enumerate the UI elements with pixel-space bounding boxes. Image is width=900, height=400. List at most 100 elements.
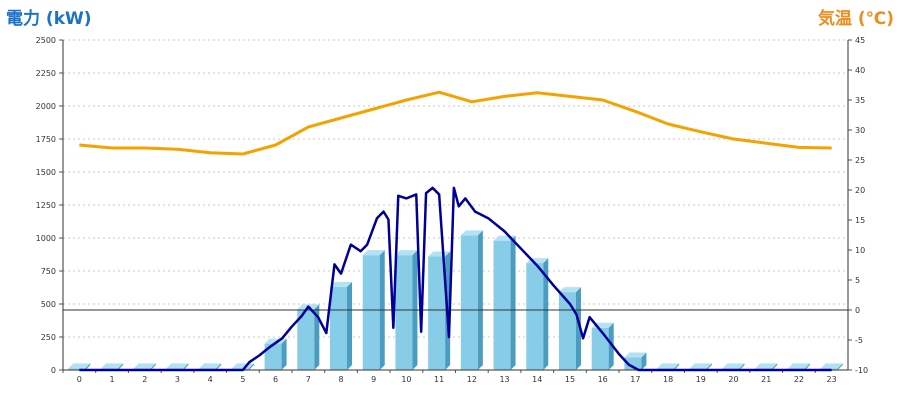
power-bar-side [150, 363, 156, 370]
power-bar-top [428, 251, 451, 257]
right-tick-label: -10 [855, 366, 868, 375]
x-tick-label: 14 [532, 375, 542, 384]
right-tick-label: 35 [855, 96, 865, 105]
x-tick-label: 17 [630, 375, 640, 384]
x-tick-label: 4 [208, 375, 213, 384]
power-bar-top [460, 230, 483, 236]
power-bar-top [395, 250, 418, 256]
x-tick-label: 6 [273, 375, 278, 384]
right-tick-label: 30 [855, 126, 865, 135]
power-bar-side [314, 304, 320, 370]
x-tick-label: 20 [728, 375, 738, 384]
power-bar [68, 368, 86, 370]
power-bar [395, 255, 413, 370]
power-bar-top [101, 363, 124, 369]
x-tick-label: 18 [663, 375, 673, 384]
power-bar-top [657, 363, 680, 369]
power-bar-top [820, 363, 843, 369]
right-tick-label: 10 [855, 246, 865, 255]
power-bar [460, 235, 478, 370]
x-tick-label: 9 [371, 375, 376, 384]
power-bar-top [722, 363, 745, 369]
x-tick-label: 19 [696, 375, 706, 384]
right-tick-label: 20 [855, 186, 865, 195]
power-bar [362, 255, 380, 370]
power-bar-top [133, 363, 156, 369]
left-tick-label: 500 [41, 300, 56, 309]
x-tick-label: 0 [77, 375, 82, 384]
left-tick-label: 250 [41, 333, 56, 342]
power-bar [428, 256, 446, 370]
power-bar [297, 309, 315, 370]
power-bar-top [199, 363, 222, 369]
power-bar-side [85, 363, 91, 370]
power-bar-top [68, 363, 91, 369]
x-tick-label: 7 [306, 375, 311, 384]
x-tick-label: 15 [565, 375, 575, 384]
left-tick-label: 2000 [36, 102, 56, 111]
power-bar-side [347, 281, 353, 370]
power-bar-side [118, 363, 124, 370]
temperature-line [79, 90, 832, 156]
right-tick-label: 25 [855, 156, 865, 165]
power-line [79, 186, 832, 372]
x-tick-label: 23 [827, 375, 837, 384]
right-tick-label: 5 [855, 276, 860, 285]
power-bar-side [804, 363, 810, 370]
power-bar-side [739, 363, 745, 370]
power-bar-top [330, 281, 353, 287]
right-tick-label: 0 [855, 306, 860, 315]
power-bar-side [477, 230, 483, 370]
power-bar [330, 286, 348, 370]
left-tick-label: 750 [41, 267, 56, 276]
left-tick-label: 1000 [36, 234, 56, 243]
power-bar-top [166, 363, 189, 369]
power-bar-side [216, 363, 222, 370]
power-bar-side [248, 363, 254, 370]
left-tick-label: 2500 [36, 36, 56, 45]
right-tick-label: 15 [855, 216, 865, 225]
power-bar [264, 343, 282, 370]
power-bar-side [608, 322, 614, 370]
left-axis-title: 電力 (kW) [6, 9, 92, 29]
power-bar-top [624, 352, 647, 358]
power-bar [493, 240, 511, 370]
power-bar-side [575, 287, 581, 370]
power-bar-side [183, 363, 189, 370]
right-tick-label: 45 [855, 36, 865, 45]
x-tick-label: 5 [240, 375, 245, 384]
power-bar-side [543, 258, 549, 370]
x-tick-label: 11 [434, 375, 444, 384]
power-bar-top [689, 363, 712, 369]
power-bar-top [558, 287, 581, 293]
power-bar-side [772, 363, 778, 370]
power-bar-side [674, 363, 680, 370]
power-bar [624, 357, 642, 370]
power-bar [591, 327, 609, 370]
x-tick-label: 12 [467, 375, 477, 384]
power-bar-side [706, 363, 712, 370]
left-tick-label: 2250 [36, 69, 56, 78]
power-bar [526, 263, 544, 370]
power-bar-side [281, 338, 287, 370]
power-bar [558, 292, 576, 370]
x-tick-label: 22 [794, 375, 804, 384]
right-tick-label: 40 [855, 66, 865, 75]
left-tick-label: 1750 [36, 135, 56, 144]
power-bar-side [510, 235, 516, 370]
x-tick-label: 13 [499, 375, 509, 384]
left-tick-label: 1500 [36, 168, 56, 177]
x-tick-label: 8 [338, 375, 343, 384]
power-bar-top [362, 250, 385, 256]
x-tick-label: 1 [110, 375, 115, 384]
right-tick-label: -5 [855, 336, 863, 345]
power-bar-top [755, 363, 778, 369]
x-tick-label: 16 [598, 375, 608, 384]
power-bar-side [837, 363, 843, 370]
right-axis-title: 気温 (℃) [817, 9, 894, 29]
left-tick-label: 1250 [36, 201, 56, 210]
x-tick-label: 21 [761, 375, 771, 384]
x-tick-label: 2 [142, 375, 147, 384]
power-bar-side [641, 352, 647, 370]
